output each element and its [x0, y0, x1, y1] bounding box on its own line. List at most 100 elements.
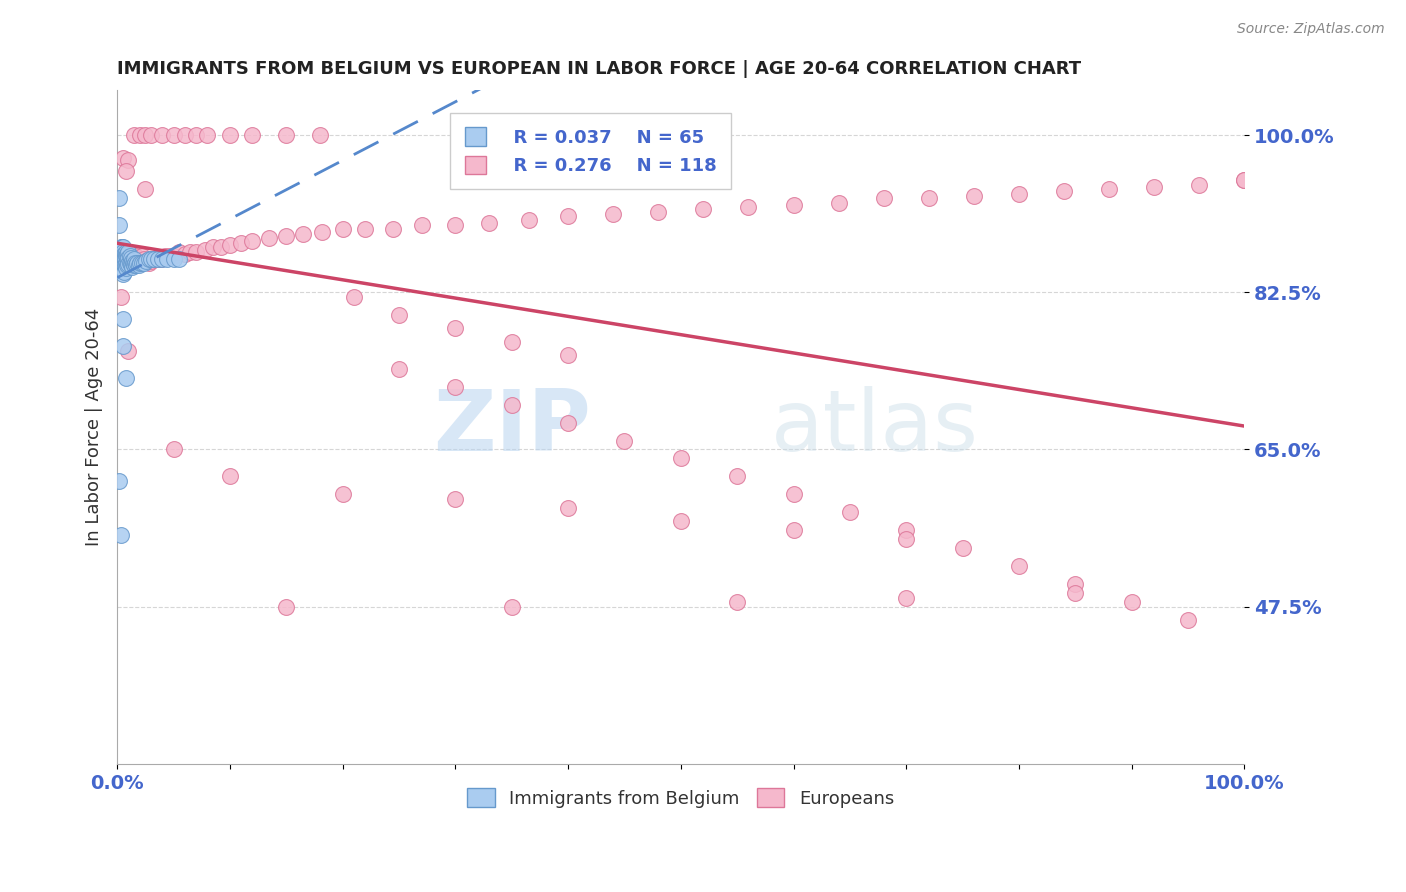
Point: [557, 348, 579, 362]
Point: [128, 128, 150, 143]
Point: [517, 213, 540, 227]
Point: [131, 256, 153, 270]
Point: [134, 252, 156, 266]
Point: [115, 261, 138, 276]
Point: [1121, 595, 1143, 609]
Point: [209, 240, 232, 254]
Point: [111, 244, 134, 259]
Point: [146, 252, 169, 266]
Point: [725, 469, 748, 483]
Point: [896, 591, 918, 605]
Point: [838, 505, 860, 519]
Point: [1233, 173, 1256, 187]
Point: [108, 218, 131, 232]
Point: [121, 252, 143, 266]
Point: [115, 249, 138, 263]
Point: [134, 256, 156, 270]
Point: [1064, 586, 1087, 600]
Point: [114, 252, 136, 266]
Text: IMMIGRANTS FROM BELGIUM VS EUROPEAN IN LABOR FORCE | AGE 20-64 CORRELATION CHART: IMMIGRANTS FROM BELGIUM VS EUROPEAN IN L…: [117, 60, 1081, 78]
Point: [195, 128, 218, 143]
Point: [1177, 613, 1199, 627]
Point: [219, 128, 242, 143]
Point: [111, 259, 134, 273]
Point: [444, 491, 467, 506]
Point: [156, 252, 179, 266]
Point: [613, 434, 636, 448]
Point: [311, 225, 333, 239]
Point: [896, 524, 918, 538]
Point: [173, 246, 195, 260]
Point: [139, 128, 162, 143]
Point: [669, 514, 692, 528]
Point: [143, 252, 166, 266]
Point: [108, 191, 131, 205]
Point: [782, 198, 804, 212]
Point: [219, 469, 242, 483]
Point: [110, 249, 132, 263]
Point: [111, 249, 134, 263]
Point: [112, 265, 135, 279]
Legend: Immigrants from Belgium, Europeans: Immigrants from Belgium, Europeans: [453, 774, 908, 822]
Point: [146, 252, 169, 266]
Point: [117, 246, 139, 260]
Point: [108, 244, 131, 259]
Point: [194, 243, 217, 257]
Point: [173, 128, 195, 143]
Point: [111, 240, 134, 254]
Point: [111, 244, 134, 259]
Point: [120, 251, 142, 265]
Point: [150, 252, 173, 266]
Point: [138, 252, 160, 266]
Point: [276, 599, 298, 614]
Point: [124, 249, 146, 263]
Point: [153, 249, 176, 263]
Point: [122, 252, 145, 266]
Point: [122, 256, 145, 270]
Point: [117, 246, 139, 260]
Point: [1053, 184, 1076, 198]
Point: [121, 253, 143, 268]
Point: [167, 252, 190, 266]
Point: [111, 312, 134, 326]
Point: [111, 240, 134, 254]
Point: [276, 228, 298, 243]
Point: [112, 259, 135, 273]
Point: [873, 191, 896, 205]
Point: [117, 153, 139, 168]
Point: [162, 128, 184, 143]
Point: [111, 253, 134, 268]
Point: [135, 253, 157, 268]
Text: Source: ZipAtlas.com: Source: ZipAtlas.com: [1237, 22, 1385, 37]
Point: [111, 268, 134, 282]
Point: [1064, 577, 1087, 591]
Point: [108, 474, 131, 488]
Point: [150, 252, 173, 266]
Point: [692, 202, 714, 216]
Point: [276, 128, 298, 143]
Point: [117, 259, 139, 273]
Point: [112, 252, 135, 266]
Point: [117, 244, 139, 259]
Point: [332, 487, 354, 501]
Point: [1008, 559, 1031, 574]
Point: [118, 256, 141, 270]
Point: [557, 500, 579, 515]
Point: [219, 237, 242, 252]
Point: [179, 244, 201, 259]
Point: [501, 334, 523, 349]
Point: [827, 195, 849, 210]
Point: [444, 218, 467, 232]
Point: [952, 541, 974, 556]
Text: atlas: atlas: [770, 385, 979, 468]
Point: [382, 222, 405, 236]
Point: [112, 246, 135, 260]
Point: [127, 256, 149, 270]
Point: [162, 249, 184, 263]
Point: [115, 256, 138, 270]
Point: [110, 240, 132, 254]
Point: [117, 343, 139, 358]
Point: [110, 259, 132, 273]
Point: [918, 191, 941, 205]
Point: [231, 235, 253, 250]
